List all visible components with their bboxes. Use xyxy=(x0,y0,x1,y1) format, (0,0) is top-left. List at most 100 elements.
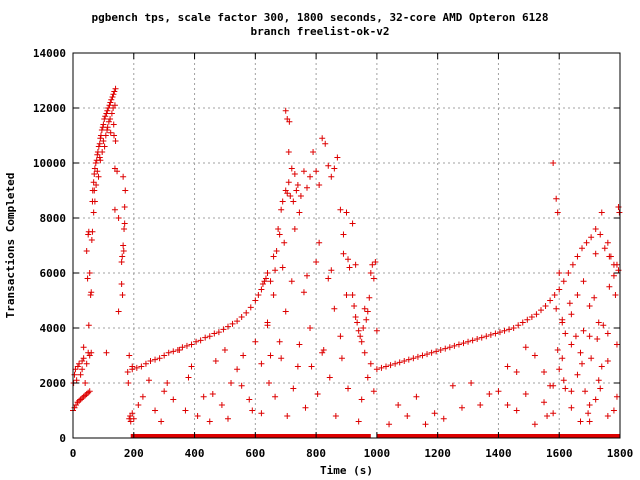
data-point xyxy=(120,173,127,180)
data-point xyxy=(487,331,494,338)
data-point xyxy=(542,303,549,309)
data-point xyxy=(354,319,361,326)
data-point xyxy=(559,316,566,323)
data-point xyxy=(179,344,186,351)
data-point xyxy=(446,344,453,351)
data-point xyxy=(401,358,408,364)
data-point xyxy=(258,360,265,367)
data-point xyxy=(580,327,587,334)
data-point xyxy=(579,360,586,367)
data-point xyxy=(255,292,262,298)
data-point xyxy=(565,270,572,276)
data-points xyxy=(70,85,623,428)
data-point xyxy=(85,322,92,329)
data-point xyxy=(138,363,145,370)
data-point xyxy=(85,228,92,235)
data-point xyxy=(604,330,611,337)
data-point xyxy=(100,138,107,144)
data-point xyxy=(370,388,377,395)
data-point xyxy=(533,311,540,318)
data-point xyxy=(319,349,326,356)
data-point xyxy=(378,364,385,371)
data-point xyxy=(572,333,579,340)
data-point xyxy=(369,261,376,268)
data-point xyxy=(579,245,586,252)
data-point xyxy=(303,184,310,191)
data-point xyxy=(129,410,136,417)
data-point xyxy=(616,209,623,216)
data-point xyxy=(495,388,502,395)
data-point xyxy=(79,358,86,364)
data-point xyxy=(580,278,587,285)
data-point xyxy=(486,391,493,397)
data-point xyxy=(118,281,125,287)
data-point xyxy=(224,415,231,422)
data-point xyxy=(93,182,100,188)
data-point xyxy=(266,380,273,386)
data-point xyxy=(556,270,563,276)
data-point xyxy=(106,102,113,109)
data-point xyxy=(282,308,289,315)
data-point xyxy=(212,358,219,364)
data-point xyxy=(583,239,590,246)
data-point xyxy=(294,182,301,188)
data-point xyxy=(120,248,127,254)
y-axis-label: Transactions Completed xyxy=(4,173,17,319)
data-point xyxy=(252,338,259,345)
data-point xyxy=(80,393,87,400)
data-point xyxy=(272,267,279,274)
data-point xyxy=(127,418,134,425)
data-point xyxy=(84,275,91,282)
data-point xyxy=(419,352,426,359)
data-point xyxy=(247,304,254,311)
data-point xyxy=(88,289,95,296)
data-point xyxy=(86,352,93,359)
data-point xyxy=(105,118,112,125)
data-point xyxy=(597,231,604,238)
data-point xyxy=(99,149,106,155)
data-point xyxy=(96,140,103,147)
data-point xyxy=(182,407,189,414)
data-point xyxy=(124,369,131,375)
data-point xyxy=(86,270,93,276)
data-point xyxy=(111,88,118,95)
x-tick-label: 1800 xyxy=(607,447,634,460)
data-point xyxy=(267,278,274,285)
data-point xyxy=(130,415,137,422)
data-point xyxy=(387,362,394,369)
data-point xyxy=(316,182,323,188)
data-point xyxy=(80,344,87,351)
data-point xyxy=(468,380,475,386)
data-point xyxy=(200,393,207,400)
data-point xyxy=(272,393,279,400)
y-tick-label: 0 xyxy=(59,432,66,445)
data-point xyxy=(474,336,481,342)
data-point xyxy=(522,391,529,397)
data-point xyxy=(206,418,213,425)
grid-lines xyxy=(73,53,620,438)
data-point xyxy=(325,162,332,169)
data-point xyxy=(337,333,344,340)
data-point xyxy=(109,94,116,100)
data-point xyxy=(346,264,353,271)
data-point xyxy=(121,226,128,232)
data-point xyxy=(357,333,364,340)
data-point xyxy=(496,329,503,336)
y-tick-label: 10000 xyxy=(33,157,66,170)
data-point xyxy=(345,256,352,263)
data-point xyxy=(83,248,90,254)
data-point xyxy=(451,342,458,349)
data-point xyxy=(607,253,614,260)
data-point xyxy=(553,195,560,202)
data-point xyxy=(92,160,99,166)
data-point xyxy=(560,377,567,384)
data-point xyxy=(541,369,548,375)
data-point xyxy=(588,355,595,362)
data-point xyxy=(367,270,374,276)
data-point xyxy=(291,226,298,232)
data-point xyxy=(360,325,367,331)
data-point xyxy=(86,388,93,395)
data-point xyxy=(107,116,114,122)
data-point xyxy=(77,371,84,378)
